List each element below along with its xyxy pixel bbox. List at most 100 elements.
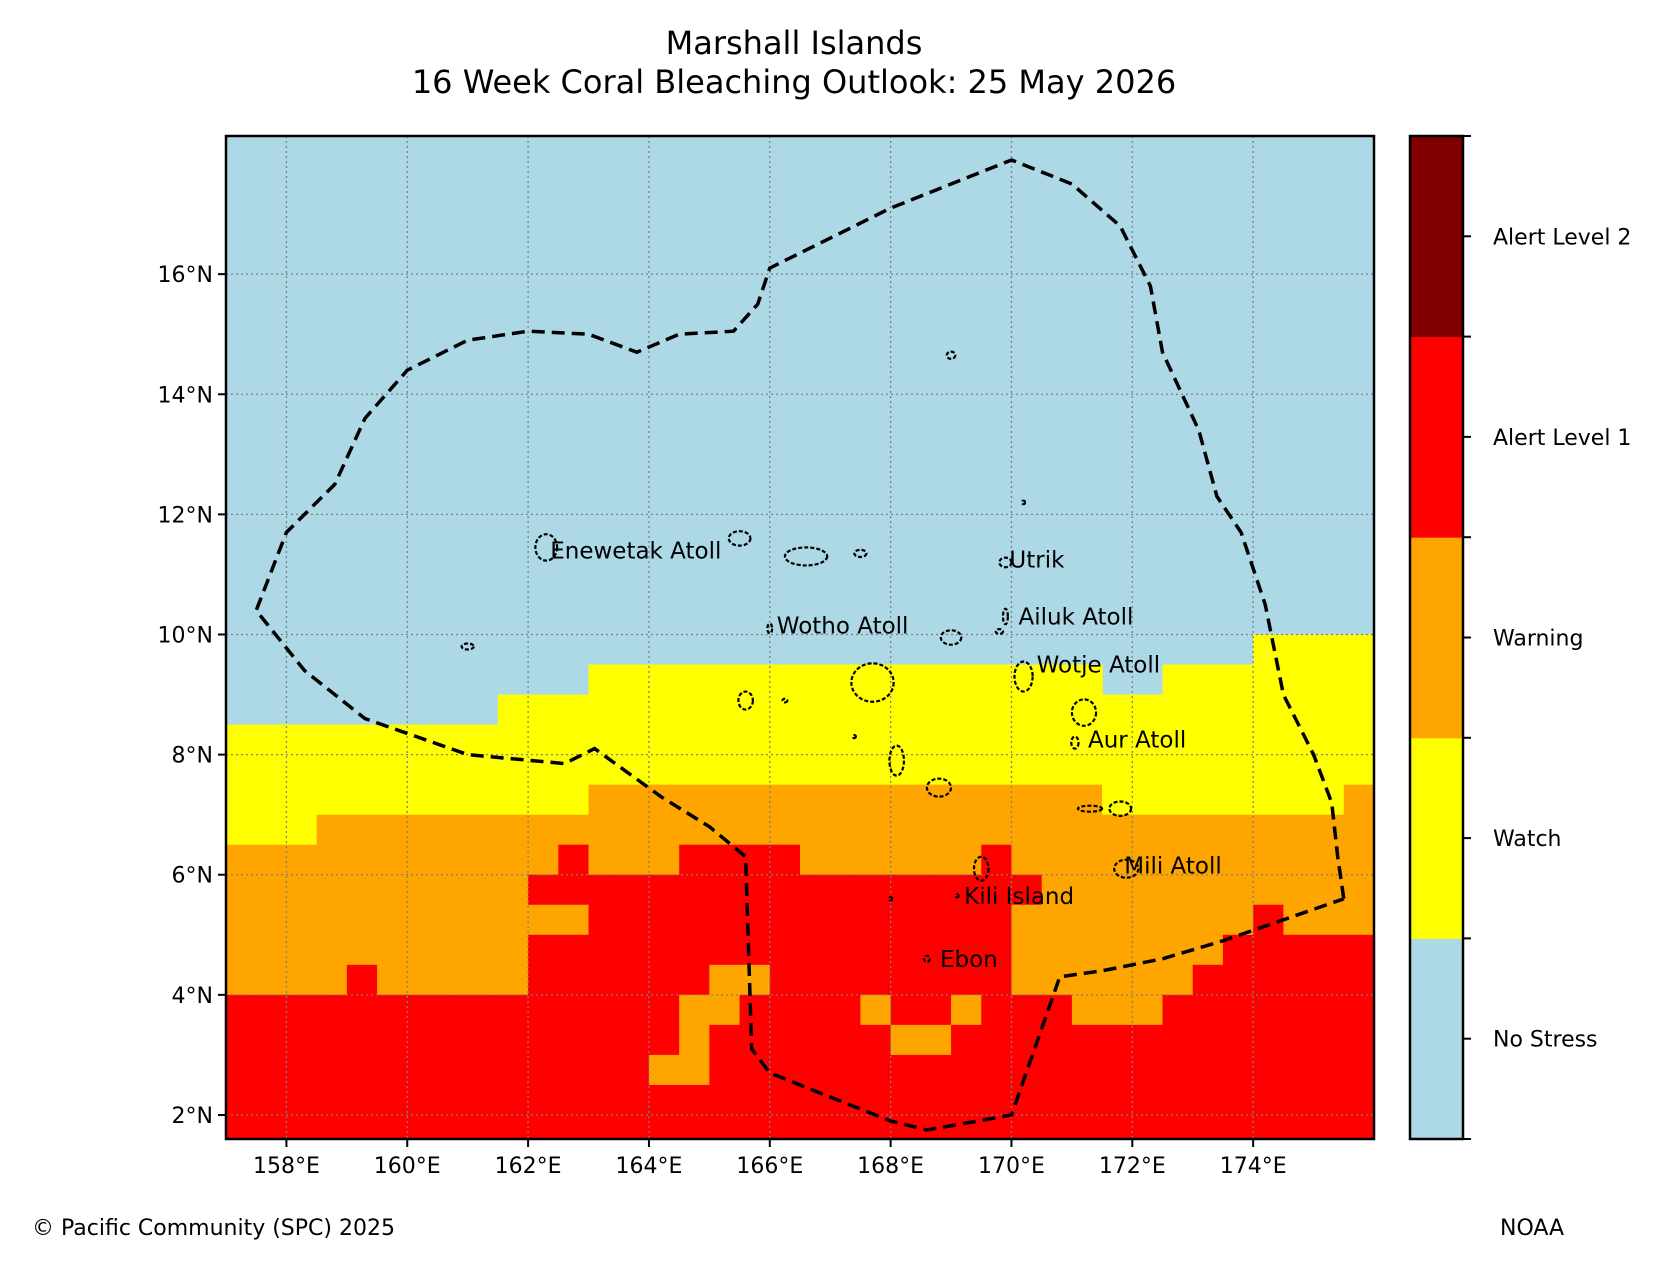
atoll-outline bbox=[972, 855, 990, 882]
place-label: Aur Atoll bbox=[1088, 728, 1186, 754]
lon-tick-label: 160°E bbox=[374, 1154, 441, 1179]
lon-tick-label: 158°E bbox=[253, 1154, 320, 1179]
place-label: Wotje Atoll bbox=[1037, 653, 1161, 679]
stress-cell bbox=[1011, 904, 1254, 936]
stress-cell bbox=[226, 844, 559, 876]
stress-cell bbox=[528, 904, 590, 936]
stress-cell bbox=[1162, 994, 1374, 1026]
stress-cell bbox=[528, 964, 710, 996]
place-labels: Enewetak Atoll Utrik Wotho Atoll Ailuk Atol… bbox=[550, 538, 1222, 972]
atoll-outline bbox=[939, 629, 963, 646]
lat-tick-label: 8°N bbox=[172, 744, 213, 769]
stress-cell bbox=[528, 874, 1013, 906]
stress-cell bbox=[226, 934, 529, 966]
atoll-outline bbox=[1001, 607, 1009, 626]
stress-cell bbox=[588, 844, 680, 876]
stress-cell bbox=[860, 994, 892, 1026]
atoll-outline bbox=[888, 895, 894, 902]
place-label: Kili Island bbox=[964, 884, 1074, 910]
lon-tick-label: 162°E bbox=[495, 1154, 562, 1179]
atoll-outline bbox=[1076, 804, 1104, 813]
stress-cell bbox=[951, 1024, 1374, 1056]
atoll-outline bbox=[1020, 499, 1027, 506]
map-title-line1: Marshall Islands bbox=[666, 24, 923, 62]
place-label: Ebon bbox=[940, 947, 998, 973]
lon-tick-label: 170°E bbox=[978, 1154, 1045, 1179]
stress-cell bbox=[981, 844, 1013, 876]
stress-cell bbox=[1162, 664, 1374, 696]
stress-cell bbox=[588, 664, 1103, 696]
source-credit: NOAA bbox=[1500, 1216, 1565, 1241]
colorbar-label: Alert Level 1 bbox=[1493, 426, 1631, 451]
stress-cell bbox=[890, 1024, 952, 1056]
atoll-outline bbox=[998, 556, 1013, 569]
stress-cell bbox=[226, 814, 318, 846]
lat-tick-label: 12°N bbox=[158, 503, 213, 528]
atoll-outline bbox=[737, 690, 754, 711]
atoll-outline bbox=[460, 642, 475, 651]
stress-cell bbox=[226, 1084, 1374, 1139]
stress-cell bbox=[1011, 964, 1194, 996]
colorbar-segment bbox=[1410, 537, 1463, 739]
latitude-axis: 2°N 4°N 6°N 8°N 10°N 12°N 14°N 16°N bbox=[158, 263, 226, 1129]
stress-cell bbox=[1222, 934, 1374, 966]
colorbar-segment bbox=[1410, 737, 1463, 939]
stress-cell bbox=[226, 1054, 650, 1086]
atoll-outline bbox=[1108, 800, 1133, 817]
atoll-outline bbox=[781, 697, 789, 704]
place-label: Ailuk Atoll bbox=[1018, 604, 1133, 630]
stress-cell bbox=[588, 904, 1013, 936]
stress-cell bbox=[377, 964, 529, 996]
stress-cell bbox=[1011, 874, 1043, 906]
stress-cell bbox=[528, 934, 1013, 966]
lat-tick-label: 14°N bbox=[158, 383, 213, 408]
place-label: Wotho Atoll bbox=[777, 613, 909, 639]
stress-cell bbox=[1283, 904, 1374, 936]
atoll-outline bbox=[994, 627, 1005, 635]
place-label: Mili Atoll bbox=[1124, 854, 1222, 880]
atoll-outlines bbox=[460, 350, 1140, 963]
colorbar-label: Watch bbox=[1493, 827, 1562, 852]
stress-cell bbox=[1011, 844, 1374, 876]
stress-cell bbox=[709, 964, 771, 996]
map-frame bbox=[224, 134, 1376, 1141]
stress-cell bbox=[226, 964, 348, 996]
lat-tick-label: 2°N bbox=[172, 1104, 213, 1129]
lon-tick-label: 166°E bbox=[736, 1154, 803, 1179]
atoll-outline bbox=[783, 546, 829, 567]
stress-cell bbox=[1343, 784, 1374, 816]
place-label: Utrik bbox=[1009, 547, 1065, 573]
colorbar-segment bbox=[1410, 136, 1463, 338]
lat-tick-label: 10°N bbox=[158, 623, 213, 648]
atoll-outline bbox=[766, 622, 774, 635]
copyright-text: © Pacific Community (SPC) 2025 bbox=[32, 1216, 395, 1241]
stress-cell bbox=[769, 964, 1013, 996]
atoll-outline bbox=[534, 533, 559, 562]
lat-tick-label: 4°N bbox=[172, 984, 213, 1009]
lon-tick-label: 168°E bbox=[857, 1154, 924, 1179]
atoll-outline bbox=[1013, 660, 1034, 693]
stress-cell bbox=[226, 904, 529, 936]
longitude-axis: 158°E 160°E 162°E 164°E 166°E 168°E 170°E 172°E… bbox=[253, 1139, 1287, 1179]
stress-cell bbox=[346, 964, 378, 996]
colorbar-label: No Stress bbox=[1493, 1028, 1598, 1053]
lon-tick-label: 172°E bbox=[1099, 1154, 1166, 1179]
atoll-outline bbox=[888, 744, 906, 777]
stress-cell bbox=[800, 844, 982, 876]
stress-cell bbox=[951, 994, 982, 1026]
map-plot-area: Enewetak Atoll Utrik Wotho Atoll Ailuk Atol… bbox=[224, 134, 1376, 1141]
atoll-outline bbox=[1070, 735, 1080, 750]
lon-tick-label: 174°E bbox=[1220, 1154, 1287, 1179]
atoll-outline bbox=[925, 777, 953, 798]
stress-cell bbox=[679, 994, 741, 1026]
stress-cell bbox=[497, 694, 1374, 726]
colorbar-segment bbox=[1410, 938, 1463, 1140]
atoll-outline bbox=[945, 350, 957, 360]
stress-cell bbox=[1192, 964, 1374, 996]
lat-tick-label: 16°N bbox=[158, 263, 213, 288]
lon-tick-label: 164°E bbox=[615, 1154, 682, 1179]
stress-cell bbox=[890, 994, 952, 1026]
atoll-outline bbox=[1070, 698, 1098, 727]
colorbar-label: Warning bbox=[1493, 627, 1583, 652]
